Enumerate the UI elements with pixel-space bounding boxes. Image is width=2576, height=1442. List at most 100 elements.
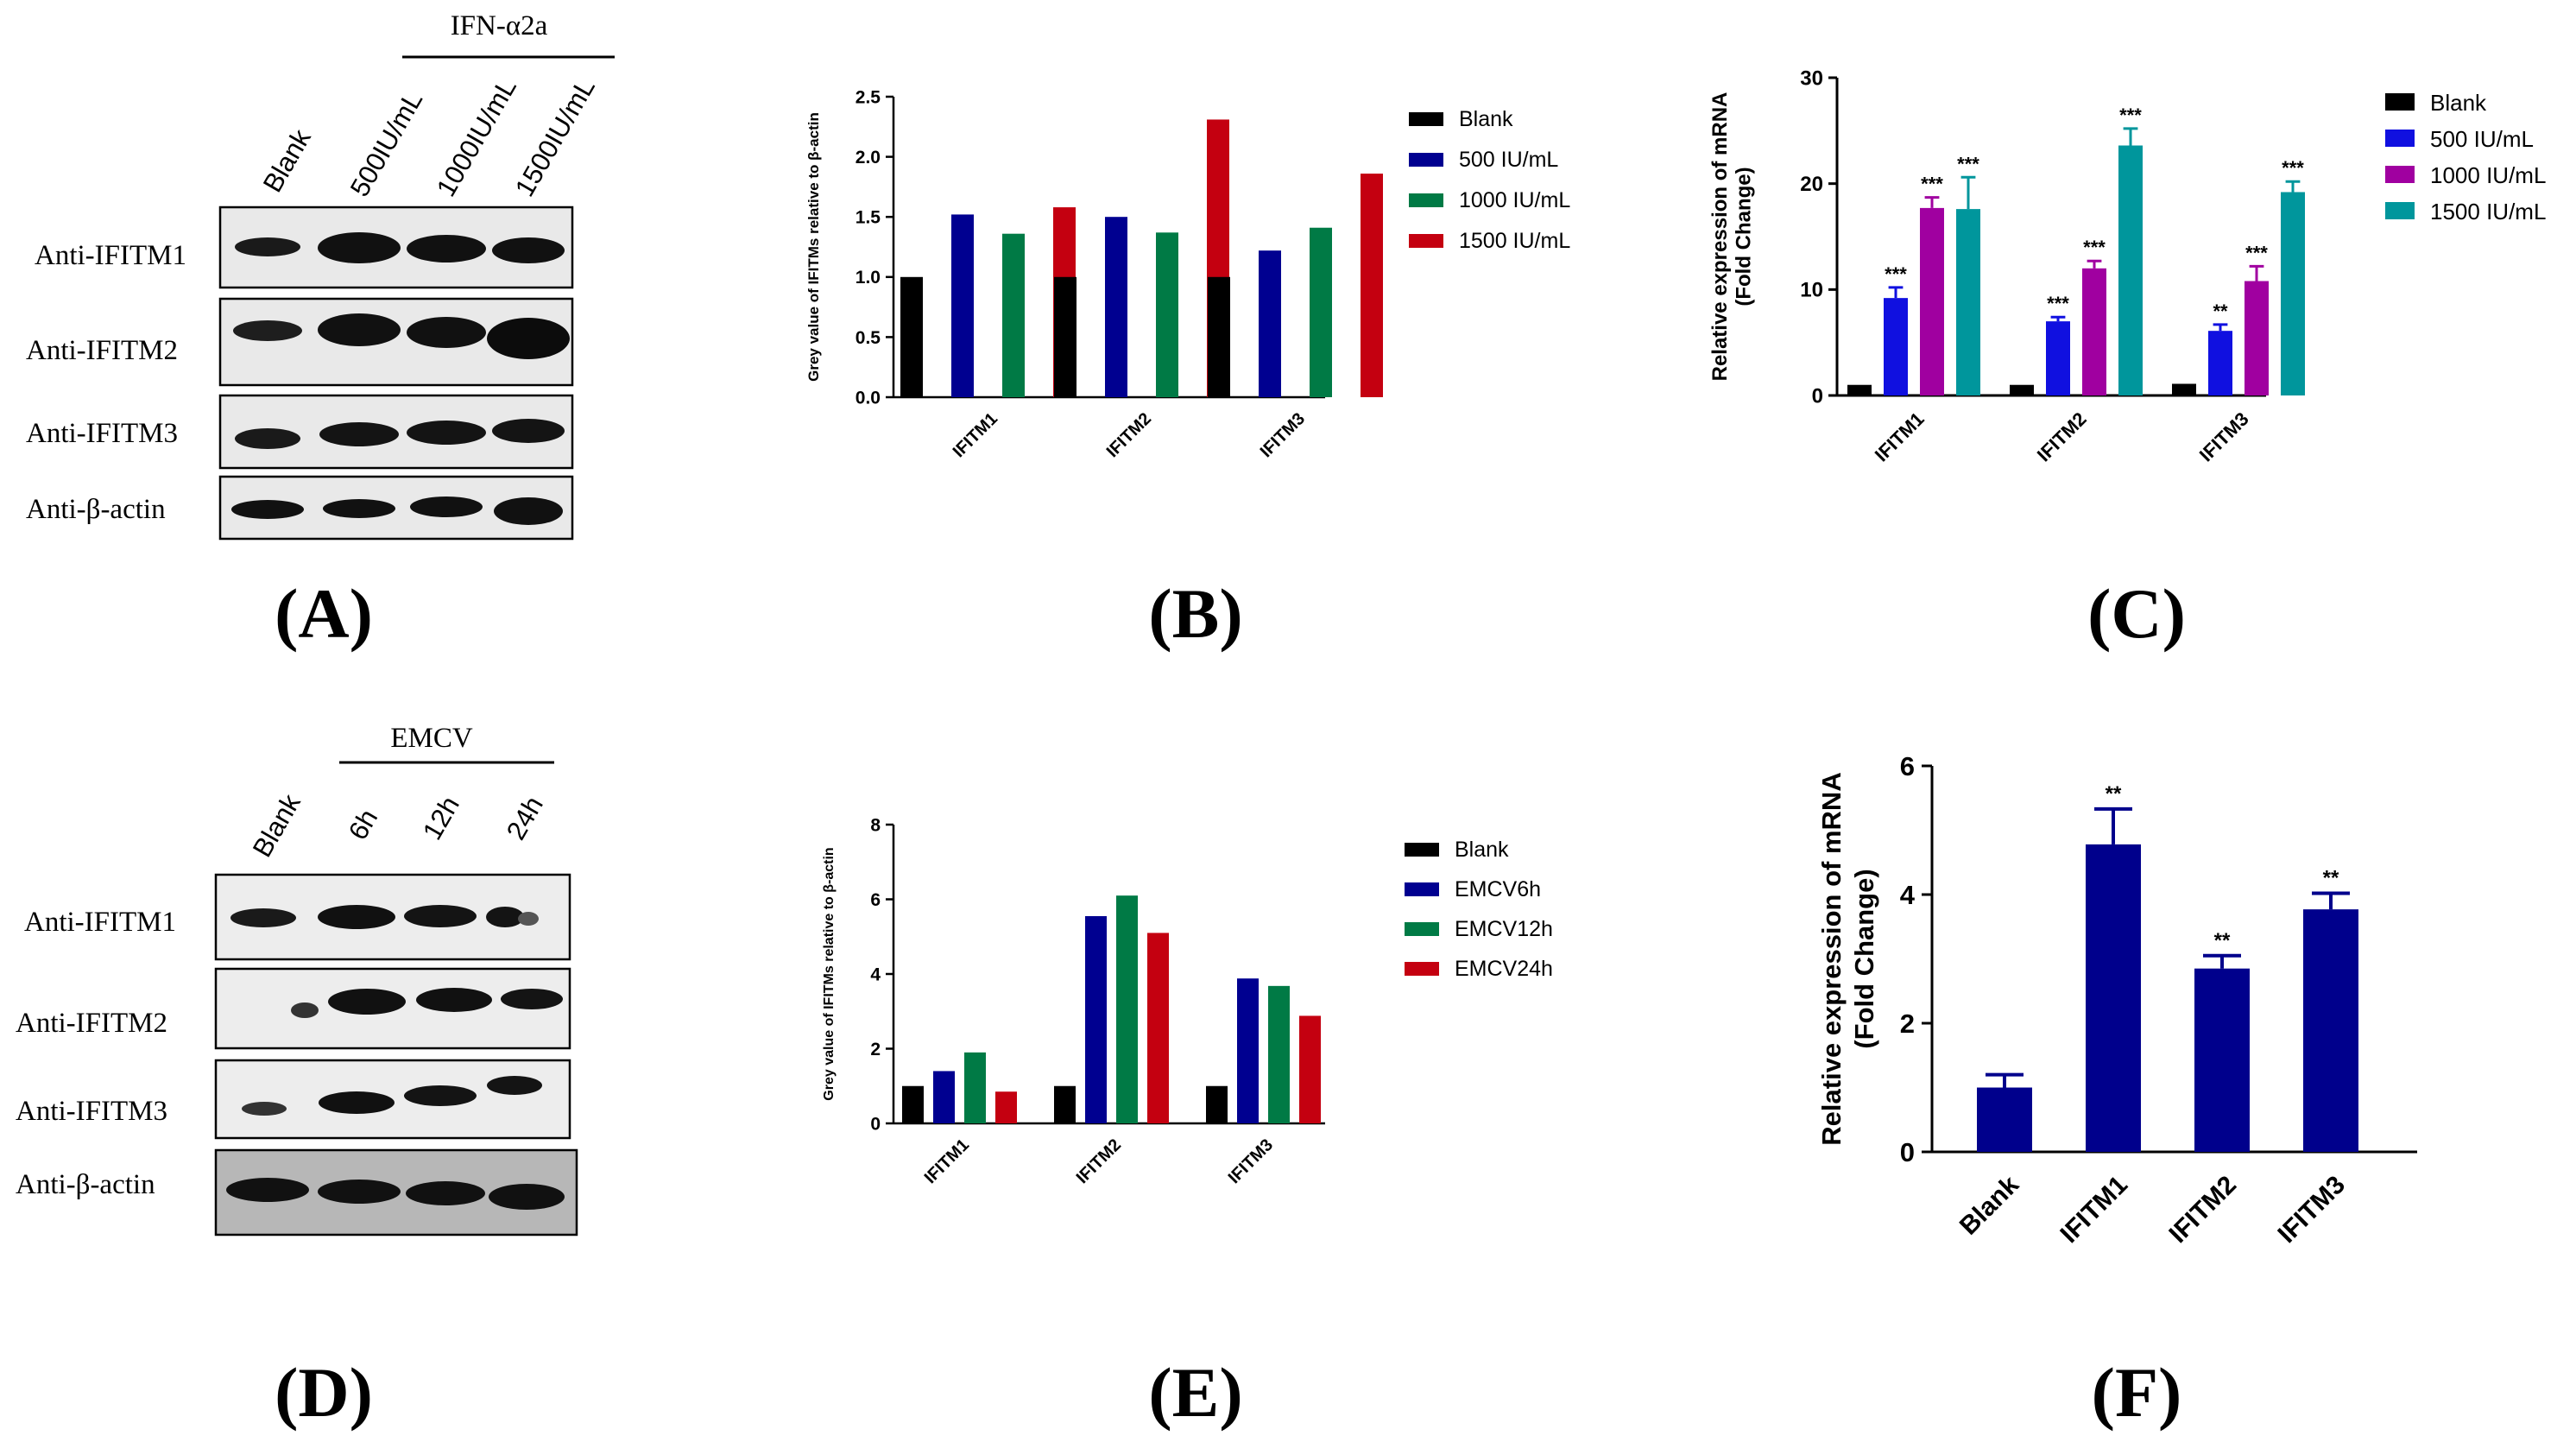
band xyxy=(233,320,302,341)
significance-label: *** xyxy=(2282,157,2304,179)
panel-d-lane-6h: 6h xyxy=(343,804,384,844)
significance-label: *** xyxy=(2245,242,2268,263)
y-tick-label: 1.0 xyxy=(856,268,881,288)
panel-d-lane-blank: Blank xyxy=(247,788,306,862)
legend-label: 500 IU/mL xyxy=(1459,148,1558,172)
bar xyxy=(1361,174,1383,397)
chart-b: 0.0 0.5 1.0 1.5 2.0 2.5 Grey value of IFITMs r… xyxy=(805,87,1570,461)
y-tick-label: 8 xyxy=(870,815,881,835)
panel-a-lane-500: 500IU/mL xyxy=(344,86,429,202)
band xyxy=(242,1102,287,1116)
legend-label: Blank xyxy=(2430,90,2487,116)
legend-swatch xyxy=(2385,202,2415,219)
y-axis-label-2: (Fold Change) xyxy=(1849,869,1879,1048)
bar xyxy=(900,276,923,397)
x-tick-label: IFITM1 xyxy=(1871,408,1929,465)
y-tick-label: 6 xyxy=(1900,751,1915,781)
bar xyxy=(2172,383,2196,395)
band xyxy=(230,908,296,927)
bar xyxy=(2046,321,2070,395)
y-tick-label: 0 xyxy=(870,1114,881,1134)
legend-swatch xyxy=(1409,112,1443,126)
x-tick-label: IFITM1 xyxy=(950,409,1001,461)
band xyxy=(406,1181,485,1205)
x-tick-label: IFITM2 xyxy=(1103,409,1155,461)
chart-f: 0 2 4 6 Relative expression of mRNA (Fold Cha… xyxy=(1816,751,2417,1249)
panel-label-d: (D) xyxy=(275,1353,373,1432)
band xyxy=(494,497,563,525)
panel-a-row-actin: Anti-β-actin xyxy=(26,494,166,525)
band xyxy=(323,499,395,518)
panel-a-blot: IFN-α2a Blank 500IU/mL 1000IU/mL 1500IU/… xyxy=(26,10,615,541)
legend-label: 1000 IU/mL xyxy=(2430,162,2546,188)
legend-label: 1500 IU/mL xyxy=(1459,229,1570,253)
x-tick-label: Blank xyxy=(1954,1170,2024,1240)
bar xyxy=(1299,1015,1321,1123)
bar xyxy=(1105,217,1127,397)
bar xyxy=(1054,1085,1076,1123)
band xyxy=(487,1076,542,1095)
bar xyxy=(964,1052,986,1123)
legend-swatch xyxy=(1409,234,1443,248)
bar xyxy=(1085,915,1107,1123)
bar xyxy=(1206,1085,1228,1123)
band xyxy=(407,235,486,262)
bar xyxy=(1956,209,1980,395)
band xyxy=(492,419,565,443)
band xyxy=(231,500,304,519)
panel-a-treatment-label: IFN-α2a xyxy=(451,10,548,41)
panel-d-row-actin: Anti-β-actin xyxy=(16,1169,155,1200)
panel-d-blot: EMCV Blank 6h 12h 24h Anti-IFITM1 Anti-I… xyxy=(16,723,578,1236)
panel-d-treatment-label: EMCV xyxy=(390,723,473,754)
legend-label: 500 IU/mL xyxy=(2430,126,2534,152)
panel-d-membrane-ifitm3 xyxy=(214,1059,571,1140)
bar xyxy=(1054,276,1076,397)
band xyxy=(404,905,477,927)
y-axis-label: Relative expression of mRNA xyxy=(1816,772,1847,1145)
legend-swatch xyxy=(2385,166,2415,183)
band xyxy=(407,421,486,445)
bar xyxy=(2245,281,2269,395)
y-tick-label: 2 xyxy=(870,1040,881,1059)
band xyxy=(318,232,401,263)
bar xyxy=(2281,192,2305,395)
legend-label: Blank xyxy=(1455,838,1509,862)
bar xyxy=(1116,895,1138,1123)
bar xyxy=(2194,968,2250,1152)
y-tick-label: 1.5 xyxy=(856,208,881,228)
panel-a-row-ifitm1: Anti-IFITM1 xyxy=(35,240,186,271)
legend-swatch xyxy=(1405,962,1439,976)
legend-label: EMCV6h xyxy=(1455,877,1541,901)
y-tick-label: 6 xyxy=(870,890,881,910)
panel-label-c: (C) xyxy=(2087,574,2186,653)
y-axis-label: Grey value of IFITMs relative to β-actin xyxy=(805,112,822,382)
bar xyxy=(2303,909,2358,1152)
legend-swatch xyxy=(2385,93,2415,111)
x-tick-label: IFITM1 xyxy=(921,1135,973,1187)
band xyxy=(318,905,395,929)
y-tick-label: 4 xyxy=(1900,880,1916,910)
y-tick-label: 30 xyxy=(1800,66,1823,90)
y-tick-label: 4 xyxy=(870,964,881,984)
band xyxy=(318,313,401,346)
panel-d-lane-12h: 12h xyxy=(417,791,465,844)
y-tick-label: 0 xyxy=(1812,384,1823,408)
bar xyxy=(1237,978,1259,1123)
band xyxy=(235,237,300,256)
band xyxy=(291,1002,319,1018)
panel-a-lane-1000: 1000IU/mL xyxy=(431,73,522,202)
x-tick-label: IFITM2 xyxy=(1073,1135,1125,1187)
significance-label: ** xyxy=(2214,929,2231,952)
panel-a-lane-1500: 1500IU/mL xyxy=(509,73,601,202)
y-tick-label: 0.0 xyxy=(856,388,881,408)
significance-label: *** xyxy=(2119,104,2142,126)
panel-label-b: (B) xyxy=(1148,574,1242,653)
bar xyxy=(1147,933,1169,1123)
y-axis-label: Relative expression of mRNA xyxy=(1708,92,1732,382)
panel-d-row-ifitm2: Anti-IFITM2 xyxy=(16,1008,167,1039)
panel-d-lane-24h: 24h xyxy=(501,791,549,844)
bar xyxy=(1847,384,1872,395)
x-tick-label: IFITM3 xyxy=(1225,1135,1277,1187)
chart-c: 0 10 20 30 Relative expression of mRNA (Fold … xyxy=(1708,66,2546,465)
